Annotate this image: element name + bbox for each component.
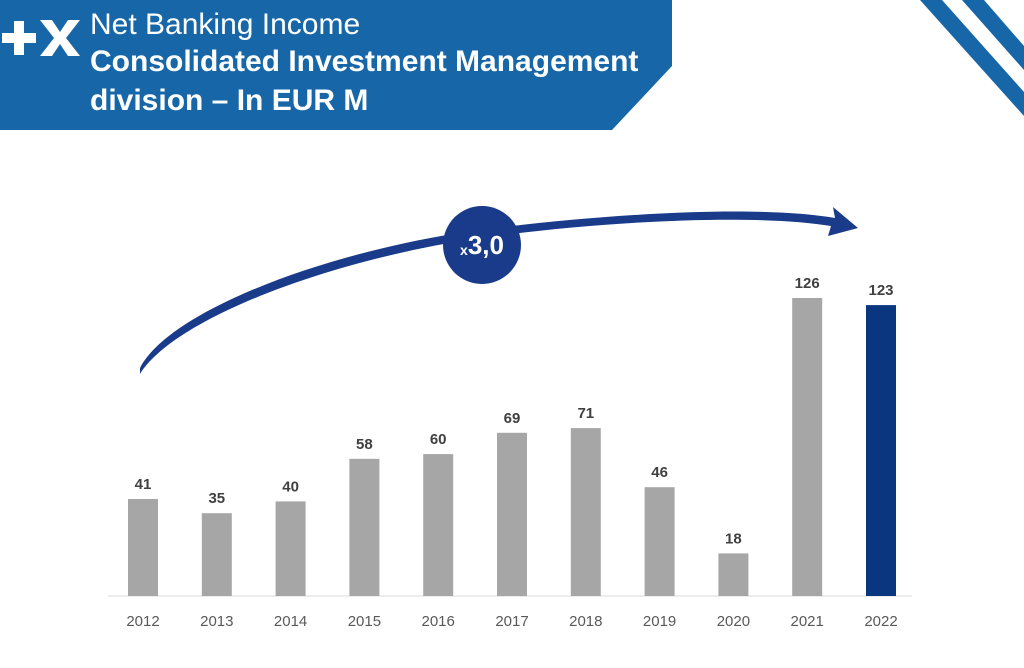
data-label-2016: 60 — [430, 431, 447, 448]
x-tick-label-2016: 2016 — [422, 613, 455, 630]
multiplier-prefix: x — [460, 242, 468, 258]
x-tick-label-2021: 2021 — [791, 613, 824, 630]
bar-2012 — [128, 499, 158, 596]
bar-2013 — [201, 513, 232, 596]
x-tick-label-2015: 2015 — [348, 613, 381, 630]
bar-2014 — [275, 501, 306, 596]
x-tick-label-2017: 2017 — [495, 613, 528, 630]
data-label-2022: 123 — [868, 282, 893, 299]
data-label-2019: 46 — [651, 464, 668, 481]
x-tick-label-2020: 2020 — [717, 613, 750, 630]
bar-2015 — [349, 458, 380, 596]
x-tick-label-2012: 2012 — [126, 613, 159, 630]
data-label-2020: 18 — [725, 530, 742, 547]
bar-2019 — [644, 487, 675, 596]
bar-2022 — [866, 305, 896, 596]
x-tick-label-2013: 2013 — [200, 613, 233, 630]
bar-2021 — [792, 298, 823, 596]
data-label-2015: 58 — [356, 436, 373, 453]
bar-2020 — [718, 553, 749, 596]
plus-x-logo-icon — [2, 20, 80, 56]
title-line-1: Net Banking Income — [90, 8, 361, 41]
x-tick-label-2014: 2014 — [274, 613, 307, 630]
x-tick-label-2022: 2022 — [864, 613, 897, 630]
multiplier-value: 3,0 — [467, 229, 504, 260]
x-tick-label-2018: 2018 — [569, 613, 602, 630]
data-label-2017: 69 — [504, 410, 521, 427]
x-tick-label-2019: 2019 — [643, 613, 676, 630]
bar-2018 — [570, 428, 601, 596]
data-label-2013: 35 — [208, 490, 225, 507]
data-label-2021: 126 — [795, 275, 820, 292]
title-line-2: Consolidated Investment Management — [90, 45, 639, 78]
bars-group: 41 2012 35 2013 40 2014 58 2015 60 2016 69 2017 71 20… — [126, 275, 897, 630]
header-banner — [0, 0, 672, 130]
decorative-stripes-icon — [920, 0, 1024, 116]
bar-2016 — [423, 454, 454, 596]
data-label-2012: 41 — [135, 476, 152, 493]
multiplier-badge: x 3,0 — [443, 206, 521, 284]
bar-2017 — [497, 432, 527, 596]
title-line-3: division – In EUR M — [90, 84, 369, 117]
data-label-2018: 71 — [577, 405, 594, 422]
data-label-2014: 40 — [282, 478, 299, 495]
